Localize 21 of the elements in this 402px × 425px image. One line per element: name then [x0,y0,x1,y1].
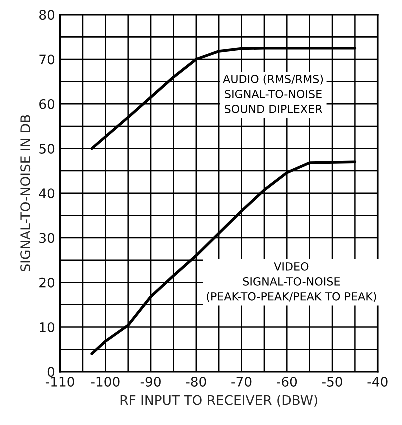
x-tick-label: -40 [368,376,388,387]
x-axis-title: RF INPUT TO RECEIVER (DBW) [120,395,318,407]
y-tick-label: 50 [40,144,55,154]
y-tick-label: 20 [40,278,55,288]
y-tick-label: 30 [40,233,55,244]
y-tick-label: 60 [40,99,55,110]
y-tick-label: 40 [39,188,55,199]
y-tick-label: 80 [40,10,55,20]
text: AUDIO (RMS/RMS) SIGNAL-TO-NOISE SOUND DIPLEXER [223,74,324,114]
x-tick-label: -60 [277,376,298,387]
x-tick-label: -70 [232,376,252,387]
y-axis-title: SIGNAL-TO-NOISE IN DB [20,115,31,272]
y-tick-label: 0 [48,367,55,378]
x-tick-label: -80 [186,376,206,387]
y-tick-label: 10 [40,322,55,332]
series-label: VIDEO SIGNAL-TO-NOISE (PEAK-TO-PEAK/PEAK TO PEAK) [207,262,376,302]
x-tick-label: -90 [140,376,161,387]
x-tick-label: -110 [46,376,74,387]
x-tick-label: -50 [322,376,342,387]
x-tick-label: -100 [91,376,120,387]
y-tick-label: 70 [40,54,55,65]
